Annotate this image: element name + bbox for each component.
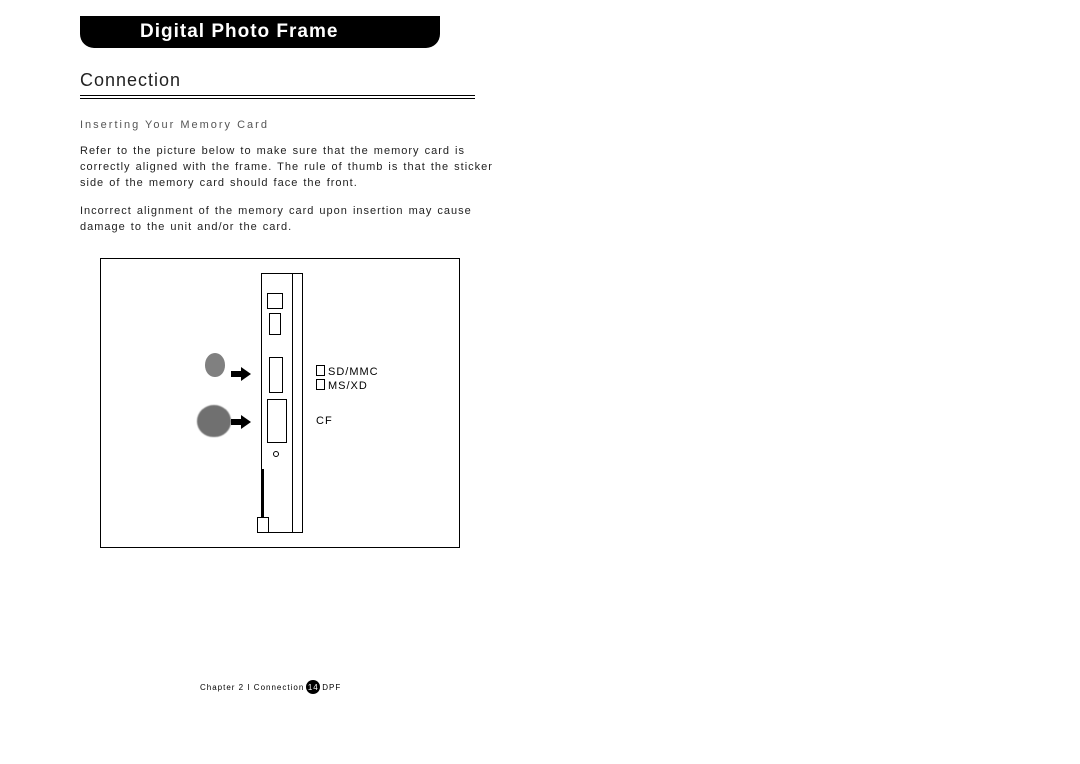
footer-page-number: 14	[306, 680, 320, 694]
section-title-block: Connection	[80, 70, 475, 101]
content-para-2: Incorrect alignment of the memory card u…	[80, 204, 510, 236]
content-block: Inserting Your Memory Card Refer to the …	[80, 118, 510, 248]
device-side	[293, 273, 303, 533]
figure-box: SD/MMC MS/XD CF	[100, 258, 460, 548]
jack-dot	[273, 451, 279, 457]
figure-label-sd: SD/MMC MS/XD	[316, 365, 379, 394]
cable	[257, 469, 269, 539]
figure-label-cf: CF	[316, 415, 333, 427]
header-title: Digital Photo Frame	[140, 21, 338, 43]
content-subhead: Inserting Your Memory Card	[80, 118, 510, 134]
sd-card-icon	[205, 353, 225, 377]
footer-chapter: Chapter 2 I Connection	[200, 683, 304, 692]
label-cf: CF	[316, 415, 333, 427]
footer: Chapter 2 I Connection 14 DPF	[0, 680, 1080, 694]
section-title: Connection	[80, 70, 475, 91]
section-rule	[80, 95, 475, 101]
content-para-1: Refer to the picture below to make sure …	[80, 144, 510, 192]
footer-product: DPF	[322, 683, 341, 692]
label-ms: MS/XD	[328, 380, 368, 392]
label-sd: SD/MMC	[328, 366, 379, 378]
cf-card-icon	[197, 405, 231, 437]
cf-slot	[267, 399, 287, 443]
header-tab: Digital Photo Frame	[80, 16, 440, 48]
device-button-1	[267, 293, 283, 309]
device-button-2	[269, 313, 281, 335]
sd-slot	[269, 357, 283, 393]
